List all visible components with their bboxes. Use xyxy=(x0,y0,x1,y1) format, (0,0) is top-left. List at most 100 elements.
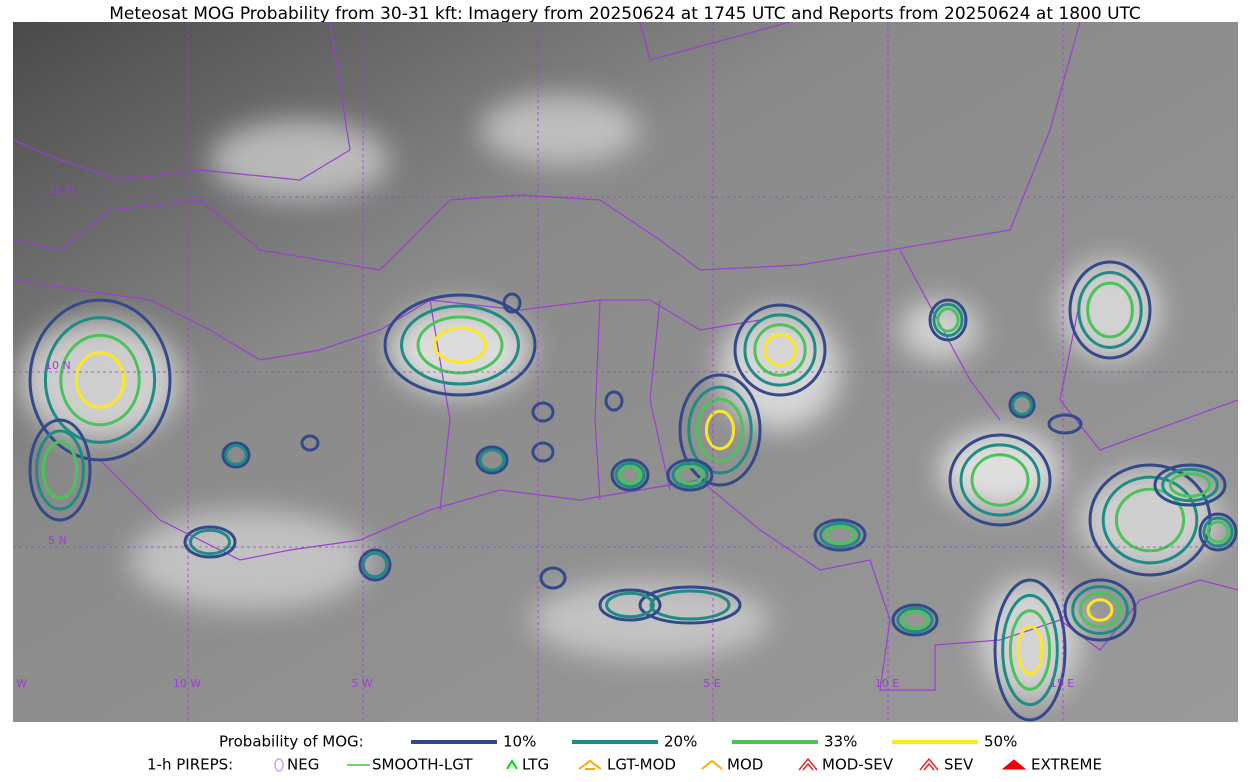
contour xyxy=(993,578,1067,722)
contour xyxy=(433,326,487,364)
legend-label: NEG xyxy=(287,756,319,774)
legend-label: 20% xyxy=(664,733,697,751)
contour xyxy=(300,434,320,452)
legend-icon xyxy=(701,759,723,770)
contour xyxy=(221,441,251,469)
contour xyxy=(696,397,744,463)
legend-icon xyxy=(274,758,284,772)
legend-label: LTG xyxy=(522,756,549,774)
contour xyxy=(358,548,392,582)
contour xyxy=(475,445,509,475)
contour xyxy=(59,333,141,427)
legend-icon xyxy=(578,759,602,770)
legend-title: Probability of MOG: xyxy=(219,733,364,751)
contour xyxy=(704,409,736,451)
contour xyxy=(1068,260,1152,360)
contour xyxy=(502,292,522,314)
contour xyxy=(896,606,934,634)
contour xyxy=(604,390,624,412)
contour xyxy=(932,302,964,338)
contour xyxy=(671,461,709,489)
contour xyxy=(753,323,807,377)
contour xyxy=(1063,578,1137,642)
contour xyxy=(743,313,817,387)
legend-label: SMOOTH-LGT xyxy=(372,756,473,774)
map: 15 N 10 N 5 N 15 W 10 W 5 W 5 E 10 E 15 … xyxy=(0,22,1238,722)
contour xyxy=(610,458,650,492)
legend-label: EXTREME xyxy=(1031,756,1102,774)
contour xyxy=(1071,585,1129,635)
legend-icon xyxy=(919,757,939,771)
legend-title: 1-h PIREPS: xyxy=(147,756,233,774)
contour xyxy=(1153,463,1227,507)
graticule xyxy=(13,22,1238,722)
legend-label: MOD-SEV xyxy=(822,756,894,774)
contour xyxy=(400,304,520,386)
contour xyxy=(1077,271,1143,349)
contour xyxy=(478,448,506,472)
contour xyxy=(1198,512,1238,552)
contour xyxy=(901,610,929,630)
contour xyxy=(183,525,237,559)
lon-label: 10 E xyxy=(875,677,899,690)
contour xyxy=(1078,591,1122,629)
lon-label: 5 E xyxy=(703,677,720,690)
contour xyxy=(605,591,655,619)
contour xyxy=(416,315,504,375)
contour xyxy=(1086,281,1134,339)
contour xyxy=(1047,413,1083,435)
lon-label: 15 W xyxy=(0,677,27,690)
contour xyxy=(74,351,126,409)
contour xyxy=(649,589,731,621)
legend: Probability of MOG: 1-h PIREPS: 10% 20% 33… xyxy=(147,733,1102,774)
contour xyxy=(1206,520,1230,544)
contour xyxy=(531,401,555,423)
contour xyxy=(1101,475,1199,565)
legend-label: 33% xyxy=(824,733,857,751)
contour xyxy=(1161,467,1219,503)
contour xyxy=(1008,609,1052,691)
lon-label: 5 W xyxy=(351,677,372,690)
contour xyxy=(763,333,797,367)
legend-label: MOD xyxy=(727,756,763,774)
contour xyxy=(531,441,555,463)
contour xyxy=(43,316,157,444)
contour xyxy=(224,444,248,466)
contour xyxy=(1011,394,1033,416)
legend-label: 50% xyxy=(984,733,1017,751)
contour xyxy=(1008,391,1036,419)
legend-icon xyxy=(798,757,818,771)
contour xyxy=(614,461,646,489)
contour xyxy=(383,293,537,397)
contour xyxy=(1114,487,1186,553)
contour xyxy=(35,429,85,511)
contour xyxy=(813,518,867,552)
contour xyxy=(189,528,231,556)
legend-label: LGT-MOD xyxy=(607,756,676,774)
contour xyxy=(819,521,861,549)
contour xyxy=(1168,472,1212,498)
lat-label: 10 N xyxy=(45,359,71,372)
lon-label: 10 W xyxy=(173,677,201,690)
legend-icon xyxy=(1001,759,1027,770)
contour xyxy=(948,433,1052,527)
contour xyxy=(959,443,1041,517)
contour xyxy=(1086,598,1114,622)
lat-label: 15 N xyxy=(48,183,74,196)
contour xyxy=(678,373,762,487)
contour xyxy=(28,418,92,522)
legend-label: 10% xyxy=(503,733,536,751)
contour xyxy=(936,307,960,333)
contour xyxy=(687,385,753,475)
contour xyxy=(891,603,939,637)
contour xyxy=(970,453,1030,507)
legend-label: SEV xyxy=(944,756,974,774)
contour xyxy=(666,458,714,492)
contour xyxy=(618,465,642,485)
contour xyxy=(824,525,856,545)
legend-icon xyxy=(506,759,518,770)
contour xyxy=(638,585,742,625)
contour xyxy=(733,303,827,397)
contours xyxy=(28,260,1238,722)
